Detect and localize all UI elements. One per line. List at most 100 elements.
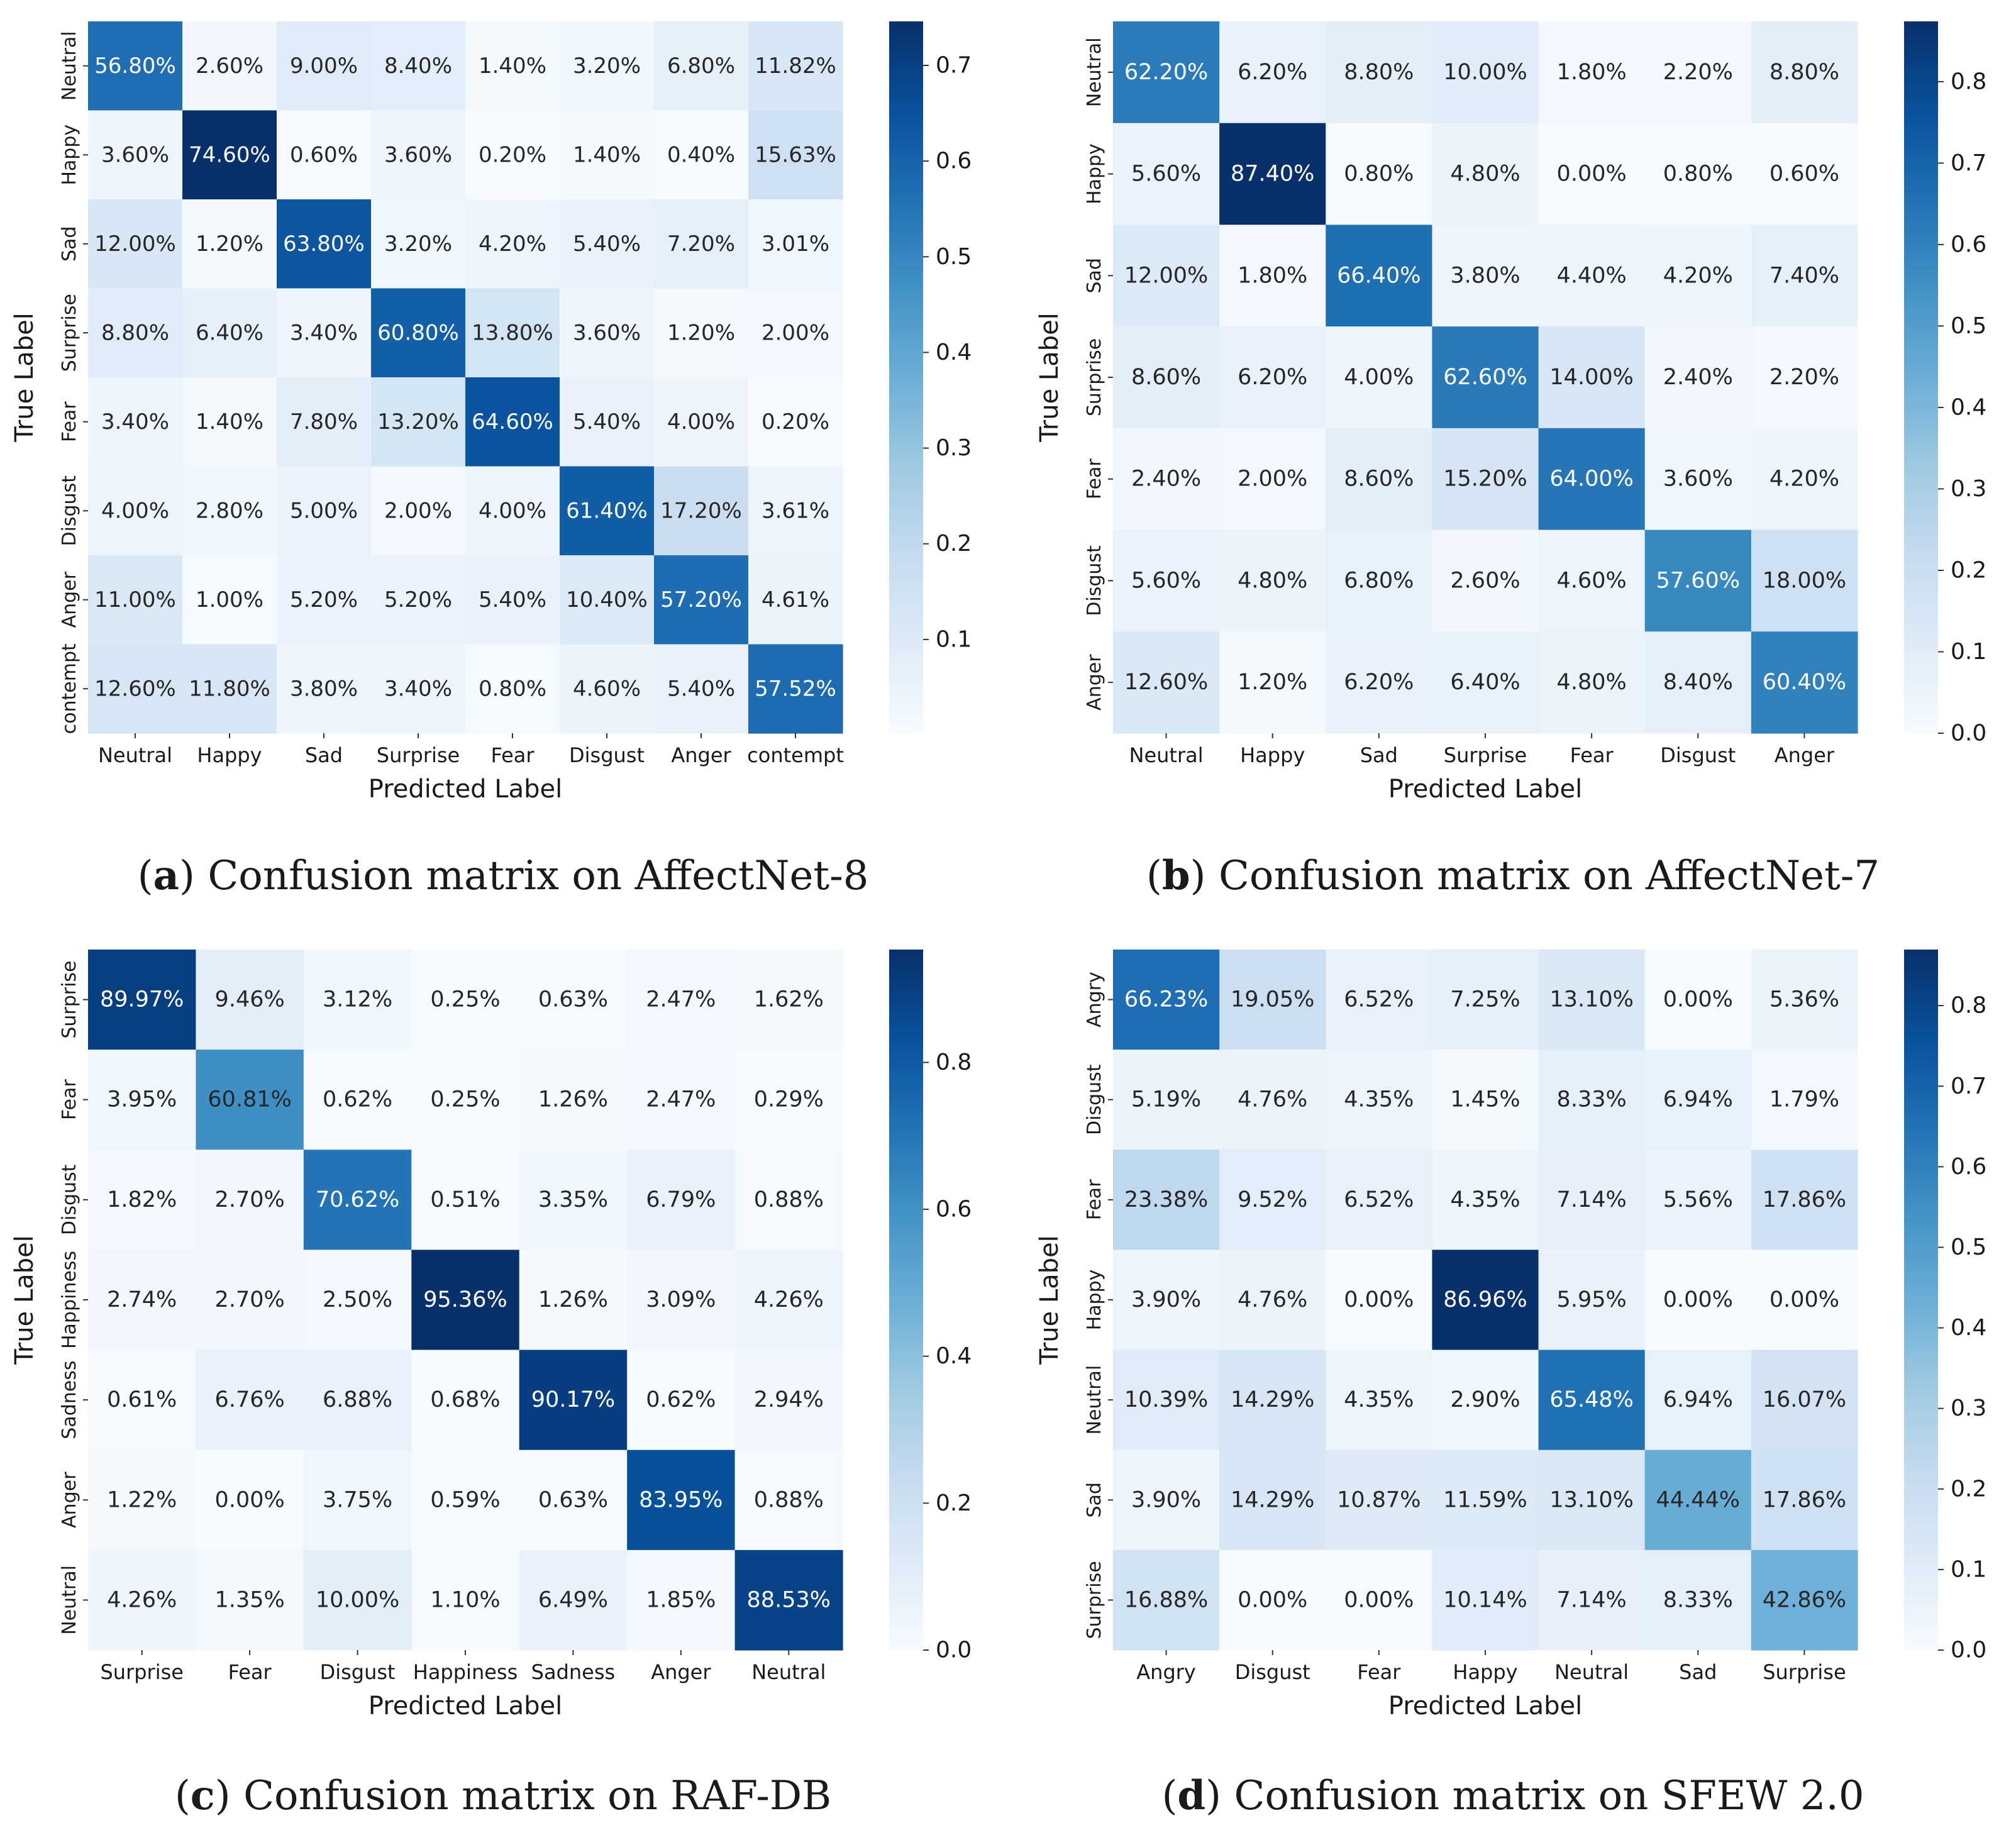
heatmap-cell xyxy=(748,644,843,734)
cell-label: 3.75% xyxy=(323,1487,392,1512)
cell-label: 10.40% xyxy=(566,587,648,612)
heatmap-cell xyxy=(1219,1150,1326,1251)
cell-label: 12.60% xyxy=(1124,670,1208,695)
y-tick-label: Sad xyxy=(1083,1482,1105,1517)
heatmap-cell xyxy=(88,950,197,1050)
caption-letter: c xyxy=(191,1772,215,1819)
heatmap-cell xyxy=(654,21,749,111)
heatmap-cell xyxy=(627,1449,736,1551)
heatmap-cell xyxy=(88,288,183,378)
cell-label: 8.80% xyxy=(1344,60,1414,85)
heatmap-cell xyxy=(1219,123,1326,226)
heatmap-cell xyxy=(1751,950,1858,1050)
heatmap-cell xyxy=(1326,950,1433,1050)
cell-label: 5.40% xyxy=(573,409,641,435)
panel-caption: (a) Confusion matrix on AffectNet-8 xyxy=(138,852,869,899)
y-tick-label: Angry xyxy=(1083,972,1105,1028)
y-tick-label: Happy xyxy=(58,125,80,186)
cell-label: 5.36% xyxy=(1770,987,1839,1012)
cell-label: 0.25% xyxy=(430,1087,500,1112)
heatmap-cell xyxy=(1326,1050,1433,1150)
cell-label: 2.47% xyxy=(646,987,716,1012)
cell-label: 7.25% xyxy=(1450,987,1520,1012)
cell-label: 2.00% xyxy=(762,320,829,345)
heatmap-cell xyxy=(1432,1350,1539,1451)
colorbar-tick-label: 0.2 xyxy=(1951,557,1986,583)
heatmap-cell xyxy=(1326,529,1433,632)
cell-label: 1.82% xyxy=(107,1187,177,1212)
cell-label: 3.40% xyxy=(290,320,358,345)
heatmap-cell xyxy=(1751,1150,1858,1251)
cell-label: 10.00% xyxy=(316,1587,399,1612)
heatmap-cell xyxy=(1113,123,1220,226)
y-tick-label: Surprise xyxy=(58,960,80,1038)
heatmap-cell xyxy=(371,199,466,289)
cell-label: 5.56% xyxy=(1663,1187,1733,1212)
cell-label: 4.00% xyxy=(1344,365,1414,390)
cell-label: 2.40% xyxy=(1131,467,1201,492)
heatmap-cell xyxy=(303,950,412,1050)
cell-label: 88.53% xyxy=(747,1587,831,1612)
cell-label: 6.20% xyxy=(1238,365,1307,390)
cell-label: 4.35% xyxy=(1344,1387,1414,1412)
caption-paren: ( xyxy=(175,1773,191,1819)
y-tick-label: Neutral xyxy=(1083,37,1105,107)
heatmap-cell xyxy=(1326,631,1433,734)
cell-label: 4.00% xyxy=(667,409,735,435)
colorbar-tick-label: 0.4 xyxy=(1951,1315,1986,1341)
cell-label: 1.26% xyxy=(538,1287,608,1312)
y-tick-label: Neutral xyxy=(1083,1365,1105,1435)
cell-label: 0.25% xyxy=(430,987,500,1012)
colorbar-tick-label: 0.1 xyxy=(936,626,972,652)
heatmap-cell xyxy=(1326,428,1433,531)
cell-label: 0.00% xyxy=(1663,987,1733,1012)
heatmap-cell xyxy=(1751,631,1858,734)
heatmap-cell xyxy=(88,110,183,200)
caption-letter: a xyxy=(153,852,179,899)
cell-label: 3.95% xyxy=(107,1087,177,1112)
caption-text: Confusion matrix on AffectNet-8 xyxy=(195,853,868,899)
cell-label: 6.52% xyxy=(1344,1187,1414,1212)
cell-label: 4.76% xyxy=(1238,1287,1307,1312)
cell-label: 0.29% xyxy=(754,1087,824,1112)
heatmap-cell xyxy=(411,950,520,1050)
heatmap-cell xyxy=(371,21,466,111)
heatmap-cell xyxy=(519,1549,628,1651)
cell-label: 66.23% xyxy=(1124,987,1208,1012)
heatmap-cell xyxy=(1644,1350,1752,1451)
x-tick-label: Disgust xyxy=(1235,1660,1310,1684)
heatmap-cell xyxy=(1219,1449,1326,1551)
cell-label: 0.68% xyxy=(430,1387,500,1412)
cell-label: 5.00% xyxy=(290,498,358,523)
heatmap-cell xyxy=(1113,950,1220,1050)
cell-label: 13.20% xyxy=(377,409,459,435)
heatmap-cell xyxy=(371,377,466,467)
heatmap-cell xyxy=(519,1050,628,1150)
cell-label: 8.33% xyxy=(1557,1087,1627,1112)
cell-label: 6.20% xyxy=(1344,670,1414,695)
cell-label: 10.39% xyxy=(1124,1387,1208,1412)
cell-label: 4.35% xyxy=(1450,1187,1520,1212)
colorbar-tick-label: 0.2 xyxy=(1951,1476,1986,1502)
cell-label: 2.50% xyxy=(323,1287,392,1312)
cell-label: 1.20% xyxy=(667,320,735,345)
cell-label: 86.96% xyxy=(1443,1287,1527,1312)
heatmap-cell xyxy=(734,1549,843,1651)
heatmap-cell xyxy=(465,110,560,200)
heatmap-cell xyxy=(411,1350,520,1451)
colorbar-tick-label: 0.5 xyxy=(1951,1234,1986,1260)
heatmap-cell xyxy=(560,377,655,467)
y-tick-label: Surprise xyxy=(1083,338,1105,416)
heatmap-cell xyxy=(654,466,749,556)
cell-label: 0.00% xyxy=(215,1487,285,1512)
heatmap-cell xyxy=(519,1350,628,1451)
colorbar-tick-label: 0.6 xyxy=(936,148,972,174)
heatmap-cell xyxy=(182,199,277,289)
y-tick-label: contempt xyxy=(58,643,80,734)
x-tick-label: Happy xyxy=(1453,1660,1517,1684)
y-tick-label: Neutral xyxy=(58,31,80,101)
cell-label: 0.62% xyxy=(323,1087,392,1112)
heatmap-cell xyxy=(1113,21,1220,124)
heatmap-cell xyxy=(654,199,749,289)
heatmap-cell xyxy=(182,110,277,200)
